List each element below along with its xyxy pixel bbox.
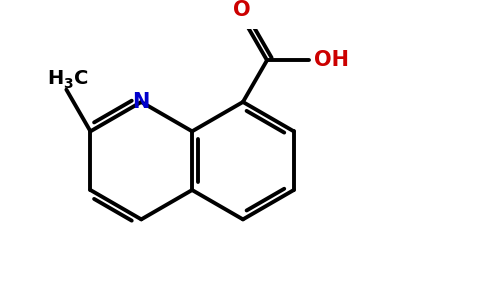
Text: N: N (133, 92, 150, 112)
Text: OH: OH (314, 50, 349, 70)
Text: 3: 3 (63, 77, 73, 91)
Text: C: C (74, 69, 89, 88)
Text: O: O (233, 0, 251, 20)
Text: H: H (47, 69, 63, 88)
